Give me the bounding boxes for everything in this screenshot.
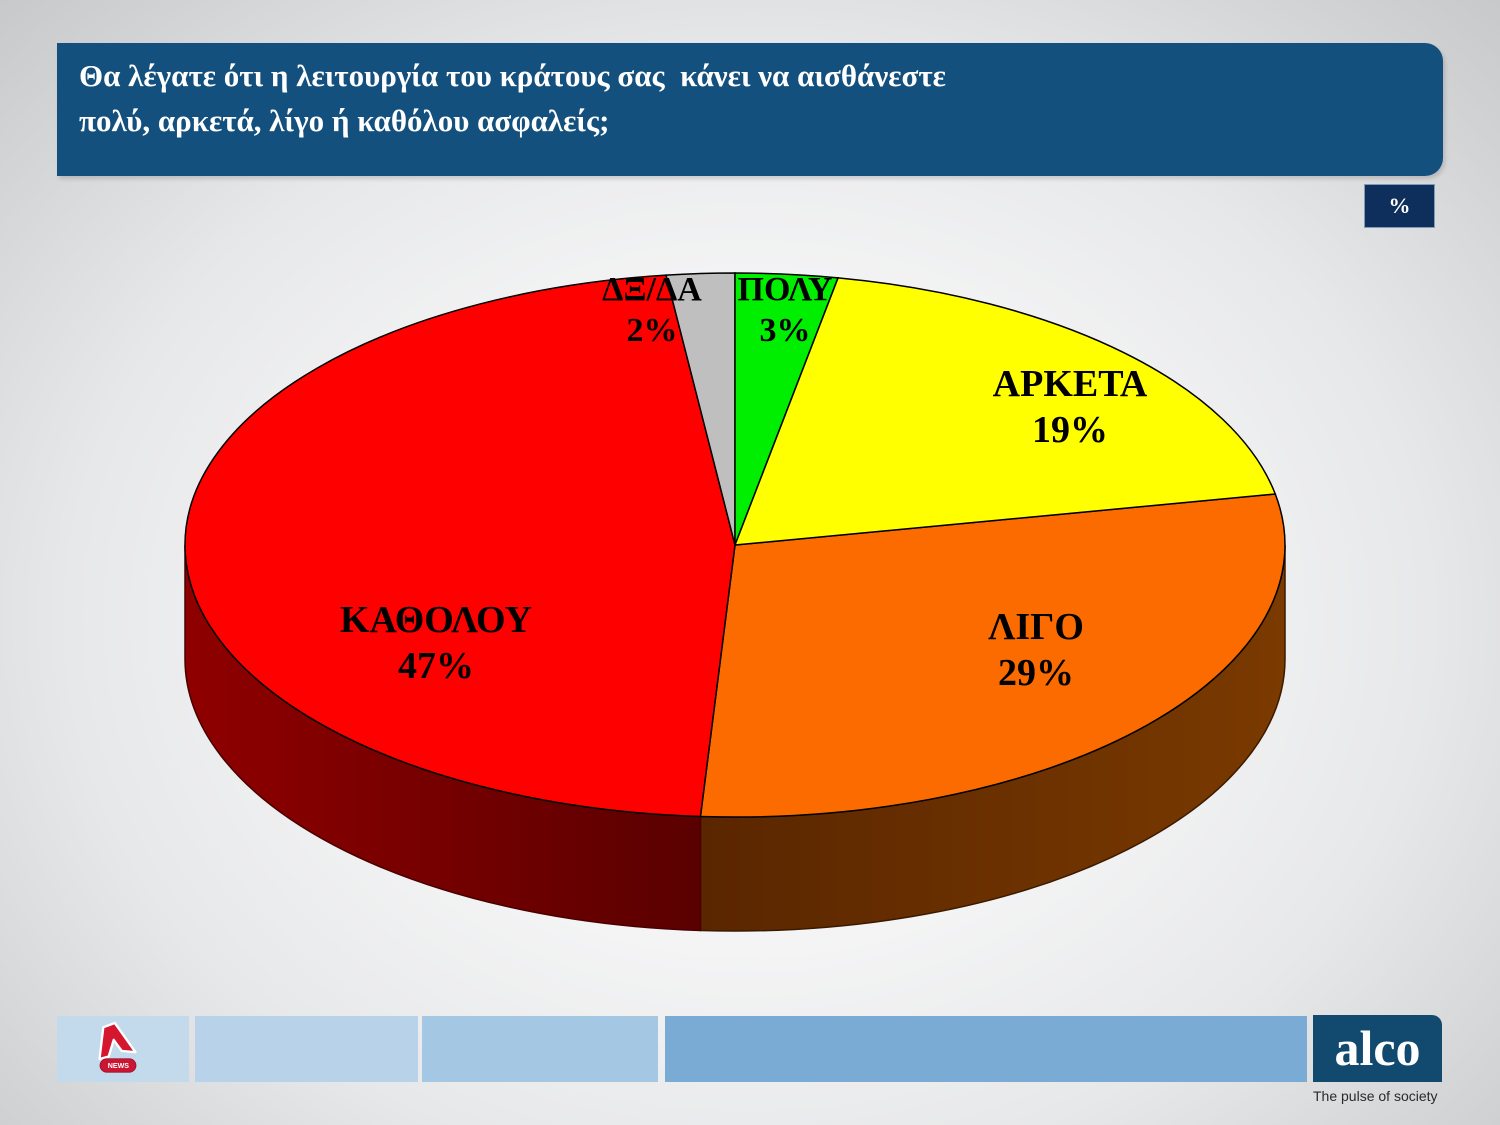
svg-text:NEWS: NEWS: [108, 1062, 130, 1070]
